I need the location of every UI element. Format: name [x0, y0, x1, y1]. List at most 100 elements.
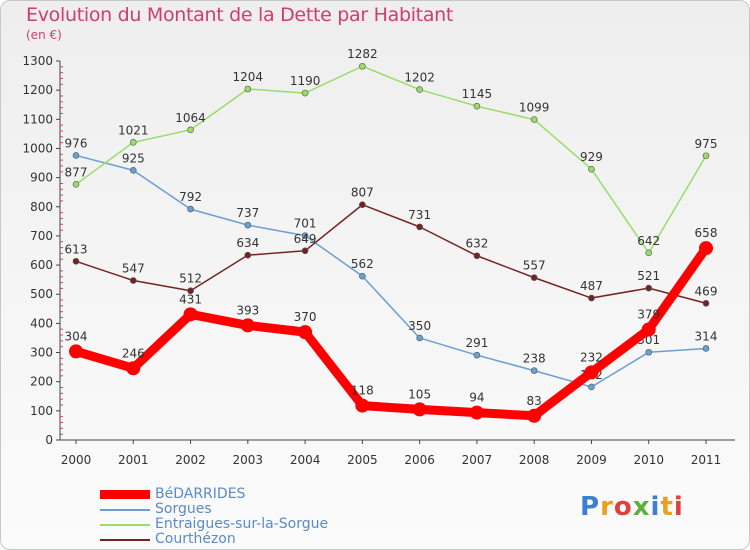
data-point: [588, 165, 595, 173]
data-label: 1190: [290, 74, 321, 88]
data-label: 1064: [175, 111, 206, 125]
data-label: 701: [294, 217, 317, 231]
data-point: [301, 232, 309, 239]
data-point: [645, 284, 653, 292]
logo-letter: i: [673, 492, 684, 522]
proxiti-logo: Proxiti: [580, 492, 684, 522]
x-tick-label: 2003: [233, 453, 264, 467]
data-point: [240, 318, 255, 333]
data-point: [416, 223, 423, 231]
legend-item: Sorgues: [100, 502, 328, 517]
data-point: [645, 348, 653, 356]
logo-letter: r: [600, 492, 614, 522]
data-point: [244, 221, 252, 229]
x-tick-label: 2008: [519, 453, 550, 467]
data-point: [72, 257, 80, 265]
data-label: 1202: [404, 71, 435, 85]
logo-letter: x: [632, 492, 651, 522]
logo-letter: t: [660, 492, 674, 522]
data-label: 547: [122, 262, 145, 276]
y-tick-label: 1100: [22, 112, 53, 126]
data-label: 562: [351, 257, 374, 271]
data-label: 557: [523, 259, 546, 273]
data-label: 1204: [233, 70, 264, 84]
y-tick-label: 700: [30, 229, 53, 243]
y-tick-label: 1000: [22, 141, 53, 155]
data-label: 487: [580, 279, 603, 293]
data-point: [416, 86, 423, 93]
data-point: [72, 181, 80, 188]
data-label: 1021: [118, 123, 149, 137]
data-point: [359, 272, 366, 280]
legend-swatch: [100, 490, 150, 499]
x-tick-label: 2002: [175, 453, 206, 467]
data-point: [588, 383, 595, 391]
data-label: 291: [465, 336, 488, 350]
x-tick-label: 2005: [347, 453, 378, 467]
data-point: [126, 361, 141, 376]
data-label: 792: [179, 190, 202, 204]
data-point: [72, 152, 80, 159]
series-line: [75, 65, 707, 254]
data-point: [473, 351, 481, 359]
chart-title: Evolution du Montant de la Dette par Hab…: [26, 4, 454, 26]
data-label: 1145: [462, 87, 493, 101]
data-point: [187, 287, 194, 295]
data-point: [244, 251, 252, 259]
data-label: 232: [580, 350, 603, 364]
legend-item: Entraigues-sur-la-Sorgue: [100, 517, 328, 532]
data-label: 929: [580, 150, 603, 164]
data-label: 118: [351, 384, 374, 398]
x-tick-label: 2004: [290, 453, 321, 467]
data-point: [473, 102, 481, 110]
data-label: 469: [695, 284, 718, 298]
data-label: 975: [695, 137, 718, 151]
data-label: 379: [637, 308, 660, 322]
logo-letter: o: [613, 492, 633, 522]
data-point: [301, 89, 309, 97]
series-line: [75, 154, 707, 388]
data-point: [298, 325, 313, 340]
legend-label: Entraigues-sur-la-Sorgue: [155, 516, 329, 532]
data-point: [469, 405, 484, 420]
data-point: [530, 116, 538, 123]
y-tick-label: 900: [30, 171, 53, 185]
y-tick-label: 100: [30, 404, 53, 418]
data-label: 512: [179, 272, 202, 286]
x-tick-label: 2010: [633, 453, 664, 467]
data-label: 976: [65, 136, 88, 150]
logo-letter: P: [580, 492, 601, 522]
x-tick-label: 2011: [691, 453, 722, 467]
data-point: [187, 205, 194, 213]
data-label: 737: [236, 206, 259, 220]
data-point: [702, 152, 710, 160]
legend-label: BéDARRIDES: [155, 486, 246, 502]
y-tick-label: 400: [30, 316, 53, 330]
data-point: [187, 126, 194, 134]
y-tick-label: 1200: [22, 83, 53, 97]
data-point: [412, 402, 427, 417]
data-label: 632: [465, 237, 488, 251]
y-tick-label: 600: [30, 258, 53, 272]
data-point: [355, 398, 370, 413]
data-point: [530, 367, 538, 374]
data-label: 246: [122, 346, 145, 360]
x-tick-label: 2001: [118, 453, 149, 467]
data-label: 94: [469, 391, 484, 405]
legend-swatch: [100, 508, 150, 511]
data-point: [69, 344, 83, 359]
data-point: [183, 307, 198, 322]
data-label: 877: [65, 165, 88, 179]
data-label: 83: [527, 394, 542, 408]
data-point: [641, 322, 656, 337]
y-tick-label: 200: [30, 375, 53, 389]
legend-swatch: [100, 523, 150, 526]
data-point: [702, 345, 710, 352]
x-tick-label: 2006: [404, 453, 435, 467]
data-point: [129, 277, 137, 284]
y-tick-label: 500: [30, 287, 53, 301]
legend-swatch: [100, 538, 150, 541]
data-point: [588, 294, 595, 302]
data-label: 1282: [347, 47, 378, 61]
